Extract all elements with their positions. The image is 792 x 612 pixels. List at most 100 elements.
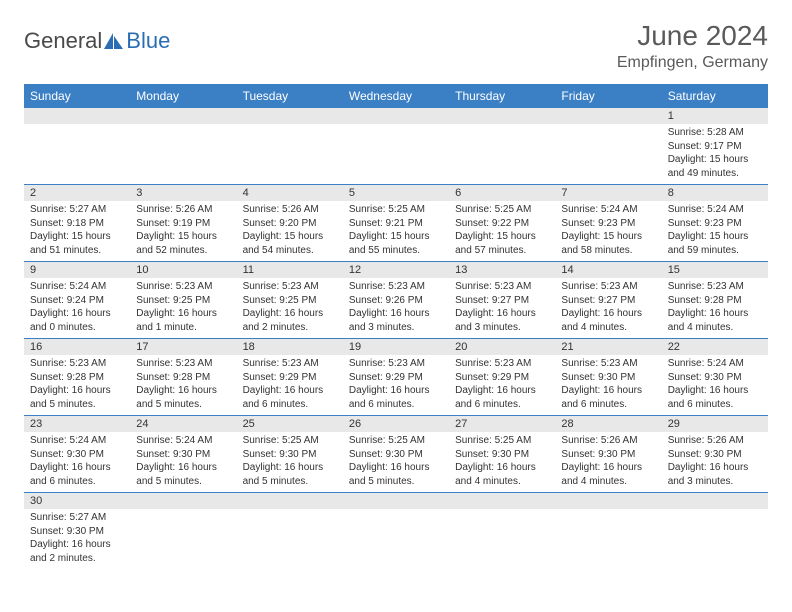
calendar-cell: 15Sunrise: 5:23 AMSunset: 9:28 PMDayligh…	[662, 262, 768, 339]
calendar-cell	[449, 493, 555, 570]
weekday-header: Sunday	[24, 84, 130, 108]
day-number	[237, 108, 343, 124]
calendar-cell: 3Sunrise: 5:26 AMSunset: 9:19 PMDaylight…	[130, 185, 236, 262]
calendar-week-row: 1Sunrise: 5:28 AMSunset: 9:17 PMDaylight…	[24, 108, 768, 185]
calendar-cell: 9Sunrise: 5:24 AMSunset: 9:24 PMDaylight…	[24, 262, 130, 339]
day-number: 26	[343, 416, 449, 432]
calendar-cell: 21Sunrise: 5:23 AMSunset: 9:30 PMDayligh…	[555, 339, 661, 416]
day-content: Sunrise: 5:27 AMSunset: 9:30 PMDaylight:…	[24, 509, 130, 569]
calendar-cell: 10Sunrise: 5:23 AMSunset: 9:25 PMDayligh…	[130, 262, 236, 339]
calendar-cell: 8Sunrise: 5:24 AMSunset: 9:23 PMDaylight…	[662, 185, 768, 262]
calendar-cell: 13Sunrise: 5:23 AMSunset: 9:27 PMDayligh…	[449, 262, 555, 339]
month-title: June 2024	[617, 20, 768, 52]
day-content: Sunrise: 5:26 AMSunset: 9:19 PMDaylight:…	[130, 201, 236, 261]
day-content: Sunrise: 5:25 AMSunset: 9:30 PMDaylight:…	[449, 432, 555, 492]
calendar-cell: 14Sunrise: 5:23 AMSunset: 9:27 PMDayligh…	[555, 262, 661, 339]
calendar-cell	[237, 493, 343, 570]
day-number	[662, 493, 768, 509]
day-content: Sunrise: 5:24 AMSunset: 9:23 PMDaylight:…	[662, 201, 768, 261]
day-number: 9	[24, 262, 130, 278]
calendar-cell	[343, 493, 449, 570]
calendar-cell	[555, 108, 661, 185]
day-content: Sunrise: 5:25 AMSunset: 9:30 PMDaylight:…	[237, 432, 343, 492]
day-content: Sunrise: 5:23 AMSunset: 9:28 PMDaylight:…	[130, 355, 236, 415]
day-number: 12	[343, 262, 449, 278]
day-content: Sunrise: 5:23 AMSunset: 9:25 PMDaylight:…	[130, 278, 236, 338]
calendar-cell: 18Sunrise: 5:23 AMSunset: 9:29 PMDayligh…	[237, 339, 343, 416]
day-content: Sunrise: 5:23 AMSunset: 9:29 PMDaylight:…	[237, 355, 343, 415]
day-content: Sunrise: 5:24 AMSunset: 9:30 PMDaylight:…	[130, 432, 236, 492]
day-number	[237, 493, 343, 509]
calendar-cell: 2Sunrise: 5:27 AMSunset: 9:18 PMDaylight…	[24, 185, 130, 262]
day-number	[130, 108, 236, 124]
calendar-cell: 11Sunrise: 5:23 AMSunset: 9:25 PMDayligh…	[237, 262, 343, 339]
day-content: Sunrise: 5:28 AMSunset: 9:17 PMDaylight:…	[662, 124, 768, 184]
calendar-cell: 5Sunrise: 5:25 AMSunset: 9:21 PMDaylight…	[343, 185, 449, 262]
calendar-table: Sunday Monday Tuesday Wednesday Thursday…	[24, 84, 768, 569]
day-number	[449, 108, 555, 124]
day-content: Sunrise: 5:25 AMSunset: 9:22 PMDaylight:…	[449, 201, 555, 261]
day-content: Sunrise: 5:23 AMSunset: 9:26 PMDaylight:…	[343, 278, 449, 338]
calendar-cell	[555, 493, 661, 570]
day-content: Sunrise: 5:24 AMSunset: 9:24 PMDaylight:…	[24, 278, 130, 338]
day-number: 16	[24, 339, 130, 355]
day-number: 13	[449, 262, 555, 278]
weekday-header: Saturday	[662, 84, 768, 108]
day-number: 14	[555, 262, 661, 278]
calendar-cell: 27Sunrise: 5:25 AMSunset: 9:30 PMDayligh…	[449, 416, 555, 493]
calendar-cell: 16Sunrise: 5:23 AMSunset: 9:28 PMDayligh…	[24, 339, 130, 416]
day-content: Sunrise: 5:25 AMSunset: 9:21 PMDaylight:…	[343, 201, 449, 261]
day-content: Sunrise: 5:23 AMSunset: 9:28 PMDaylight:…	[662, 278, 768, 338]
day-number: 4	[237, 185, 343, 201]
day-content: Sunrise: 5:23 AMSunset: 9:27 PMDaylight:…	[555, 278, 661, 338]
day-number: 7	[555, 185, 661, 201]
day-number: 1	[662, 108, 768, 124]
day-number	[130, 493, 236, 509]
day-number	[343, 493, 449, 509]
day-content: Sunrise: 5:24 AMSunset: 9:30 PMDaylight:…	[24, 432, 130, 492]
day-number: 21	[555, 339, 661, 355]
weekday-header: Friday	[555, 84, 661, 108]
day-content: Sunrise: 5:23 AMSunset: 9:28 PMDaylight:…	[24, 355, 130, 415]
calendar-cell	[237, 108, 343, 185]
calendar-cell: 23Sunrise: 5:24 AMSunset: 9:30 PMDayligh…	[24, 416, 130, 493]
calendar-cell: 24Sunrise: 5:24 AMSunset: 9:30 PMDayligh…	[130, 416, 236, 493]
day-number: 22	[662, 339, 768, 355]
calendar-cell: 28Sunrise: 5:26 AMSunset: 9:30 PMDayligh…	[555, 416, 661, 493]
calendar-cell: 12Sunrise: 5:23 AMSunset: 9:26 PMDayligh…	[343, 262, 449, 339]
calendar-week-row: 23Sunrise: 5:24 AMSunset: 9:30 PMDayligh…	[24, 416, 768, 493]
day-number: 27	[449, 416, 555, 432]
calendar-week-row: 30Sunrise: 5:27 AMSunset: 9:30 PMDayligh…	[24, 493, 768, 570]
day-number: 24	[130, 416, 236, 432]
weekday-header: Thursday	[449, 84, 555, 108]
day-number: 29	[662, 416, 768, 432]
calendar-cell: 26Sunrise: 5:25 AMSunset: 9:30 PMDayligh…	[343, 416, 449, 493]
day-content: Sunrise: 5:26 AMSunset: 9:30 PMDaylight:…	[555, 432, 661, 492]
calendar-cell: 20Sunrise: 5:23 AMSunset: 9:29 PMDayligh…	[449, 339, 555, 416]
day-number: 20	[449, 339, 555, 355]
day-number: 5	[343, 185, 449, 201]
weekday-header: Monday	[130, 84, 236, 108]
day-content: Sunrise: 5:26 AMSunset: 9:30 PMDaylight:…	[662, 432, 768, 492]
calendar-cell: 19Sunrise: 5:23 AMSunset: 9:29 PMDayligh…	[343, 339, 449, 416]
day-content: Sunrise: 5:24 AMSunset: 9:23 PMDaylight:…	[555, 201, 661, 261]
brand-text-1: General	[24, 28, 102, 54]
location-text: Empfingen, Germany	[617, 54, 768, 72]
header: General Blue June 2024 Empfingen, German…	[24, 20, 768, 72]
day-number	[449, 493, 555, 509]
day-content: Sunrise: 5:24 AMSunset: 9:30 PMDaylight:…	[662, 355, 768, 415]
calendar-week-row: 2Sunrise: 5:27 AMSunset: 9:18 PMDaylight…	[24, 185, 768, 262]
calendar-cell: 30Sunrise: 5:27 AMSunset: 9:30 PMDayligh…	[24, 493, 130, 570]
calendar-cell	[449, 108, 555, 185]
day-content: Sunrise: 5:23 AMSunset: 9:27 PMDaylight:…	[449, 278, 555, 338]
calendar-cell: 29Sunrise: 5:26 AMSunset: 9:30 PMDayligh…	[662, 416, 768, 493]
day-content: Sunrise: 5:25 AMSunset: 9:30 PMDaylight:…	[343, 432, 449, 492]
day-number	[555, 493, 661, 509]
day-content: Sunrise: 5:23 AMSunset: 9:29 PMDaylight:…	[343, 355, 449, 415]
weekday-header: Tuesday	[237, 84, 343, 108]
day-content: Sunrise: 5:23 AMSunset: 9:29 PMDaylight:…	[449, 355, 555, 415]
calendar-cell	[24, 108, 130, 185]
calendar-week-row: 9Sunrise: 5:24 AMSunset: 9:24 PMDaylight…	[24, 262, 768, 339]
day-content: Sunrise: 5:23 AMSunset: 9:30 PMDaylight:…	[555, 355, 661, 415]
calendar-cell: 22Sunrise: 5:24 AMSunset: 9:30 PMDayligh…	[662, 339, 768, 416]
